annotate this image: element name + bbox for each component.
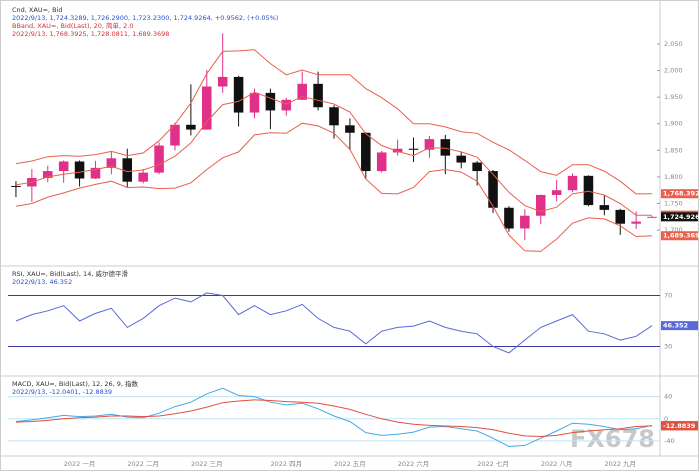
y-tick-label: 1,850 [664, 146, 683, 154]
candle-body [217, 76, 228, 87]
band-value-label: 1,689.3698 [663, 232, 699, 240]
candle-body [265, 92, 276, 111]
y-tick-label: -40 [664, 437, 675, 445]
y-tick-label: 0 [664, 415, 668, 423]
y-tick-label: 1,900 [664, 120, 683, 128]
candle-body [202, 86, 212, 130]
overlay-title: BBand, XAU=, Bid(Last), 20, 简单, 2.0 [12, 21, 134, 30]
panel-title: RSI, XAU=, Bid(Last), 14, 威尔德平滑 [12, 269, 128, 278]
y-tick-label: 1,800 [664, 173, 683, 181]
series-line [15, 91, 652, 216]
candle-body [599, 205, 610, 210]
series-value-box [661, 421, 698, 431]
candle-body [106, 158, 117, 168]
candle-body [440, 139, 451, 156]
panel-subtitle: 2022/9/13, 46.352 [12, 278, 72, 286]
y-tick-label: 1,950 [664, 93, 683, 101]
candle-body [122, 158, 133, 182]
series-line [15, 292, 653, 354]
series-value-label: -12.8839 [663, 422, 696, 430]
candle-body [456, 155, 466, 163]
candle-body [488, 171, 498, 208]
y-tick-label: 30 [664, 343, 672, 351]
y-tick-label: 2,000 [664, 67, 683, 75]
panel-title: Cnd, XAU=, Bid [12, 6, 63, 14]
panel-title: MACD, XAU=, Bid(Last), 12, 26, 9, 指数 [12, 379, 139, 388]
candle-body [361, 132, 371, 172]
candle-body [583, 175, 594, 206]
candle-body [345, 125, 355, 133]
x-tick-label: 2022 八月 [541, 460, 573, 468]
candle-body [472, 162, 482, 172]
candle-body [233, 76, 244, 113]
candle-body [535, 194, 546, 216]
candle-body [408, 148, 419, 150]
candle-body [249, 92, 260, 113]
series-value-box [661, 321, 698, 331]
candle-body [615, 209, 626, 224]
panel-subtitle: 2022/9/13, -12.0401, -12.8839 [12, 388, 112, 396]
candle-body [520, 215, 530, 229]
candle-body [90, 167, 101, 179]
series-line [15, 399, 653, 438]
series-value-label: 46.352 [663, 322, 688, 330]
x-tick-label: 2022 一月 [64, 460, 96, 468]
close-value-box [661, 212, 698, 222]
panel-subtitle: 2022/9/13, 1,724.3289, 1,726.2900, 1,723… [12, 14, 278, 22]
y-tick-label: 40 [664, 393, 672, 401]
band-value-box [661, 231, 698, 241]
candle-body [42, 171, 53, 178]
candle-body [551, 190, 562, 195]
x-tick-label: 2022 二月 [127, 460, 159, 468]
candle-body [186, 124, 196, 130]
x-tick-label: 2022 五月 [334, 460, 366, 468]
y-tick-label: 1,700 [664, 226, 683, 234]
y-tick-label: 2,050 [664, 40, 683, 48]
band-value-box [661, 189, 698, 199]
candle-body [313, 83, 323, 108]
band-value-label: 1,768.3925 [663, 190, 699, 198]
x-tick-label: 2022 九月 [604, 459, 636, 468]
candle-body [58, 161, 69, 172]
y-tick-label: 70 [664, 292, 672, 300]
x-tick-label: 2022 六月 [398, 459, 430, 468]
x-tick-label: 2022 四月 [270, 460, 302, 468]
series-line [15, 122, 653, 252]
candle-body [170, 124, 180, 146]
candle-body [154, 145, 164, 173]
candle-body [424, 139, 435, 150]
candle-body [138, 172, 148, 182]
x-tick-label: 2022 三月 [191, 460, 223, 468]
candle-body [376, 152, 387, 172]
candle-body [647, 216, 657, 218]
candle-body [631, 221, 641, 224]
candle-body [329, 107, 339, 126]
close-value-label: 1,724.9264 [663, 213, 699, 221]
candle-body [11, 185, 21, 187]
candle-body [297, 83, 307, 100]
candle-body [504, 207, 514, 229]
candle-body [281, 99, 292, 111]
y-tick-label: 1,750 [664, 200, 683, 208]
candle-body [392, 148, 403, 153]
candle-body [567, 175, 578, 191]
x-tick-label: 2022 七月 [477, 459, 509, 468]
series-line [15, 49, 653, 195]
overlay-subtitle: 2022/9/13, 1,768.3925, 1,728.0811, 1,689… [12, 30, 169, 38]
candle-body [74, 161, 85, 179]
